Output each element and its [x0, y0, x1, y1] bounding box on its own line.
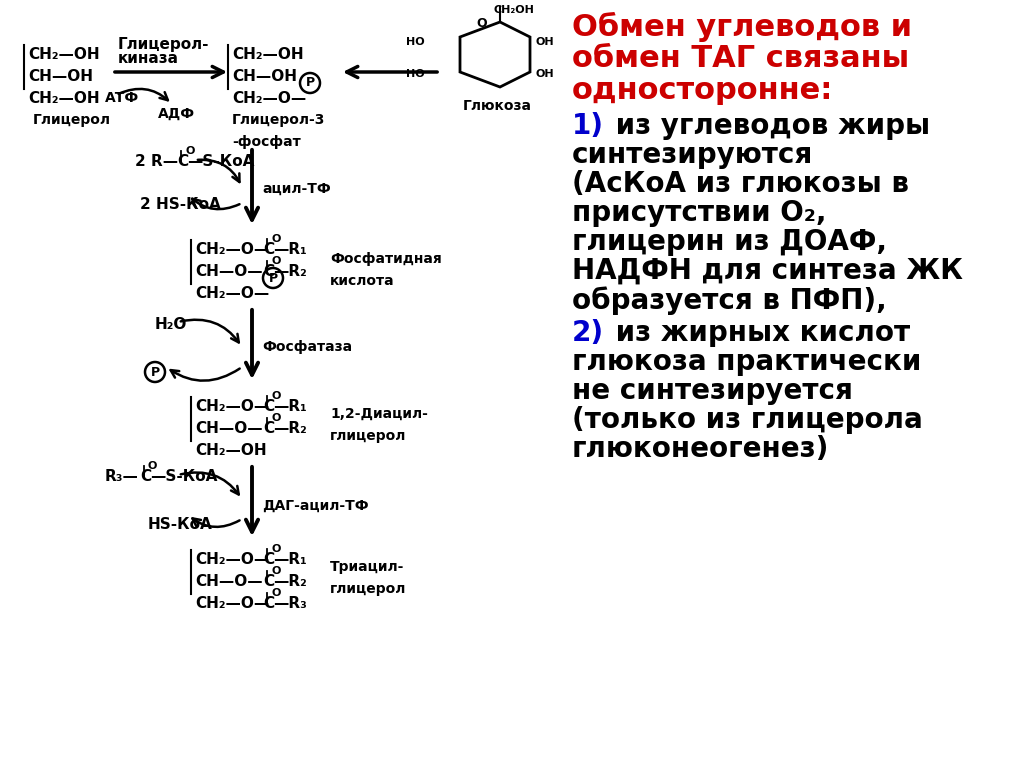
- Text: O: O: [148, 461, 158, 471]
- Text: CH₂—OH: CH₂—OH: [232, 47, 304, 62]
- Text: (АсКоА из глюкозы в: (АсКоА из глюкозы в: [572, 170, 909, 198]
- Text: C: C: [140, 469, 152, 484]
- Text: C: C: [177, 154, 188, 169]
- Text: O: O: [271, 413, 281, 423]
- Text: глицерол: глицерол: [330, 429, 407, 443]
- Text: 1): 1): [572, 112, 604, 140]
- Text: CH—O—: CH—O—: [195, 421, 262, 436]
- Text: P: P: [151, 366, 160, 378]
- Text: НАДФН для синтеза ЖК: НАДФН для синтеза ЖК: [572, 257, 963, 285]
- Text: из углеводов жиры: из углеводов жиры: [606, 112, 930, 140]
- Text: —R₁: —R₁: [273, 242, 307, 257]
- Text: C: C: [263, 552, 274, 567]
- Text: —R₂: —R₂: [273, 421, 307, 436]
- Text: H₂O: H₂O: [155, 317, 187, 332]
- Text: O: O: [271, 256, 281, 266]
- Text: C: C: [263, 596, 274, 611]
- Text: O: O: [271, 588, 281, 598]
- Text: глюконеогенез): глюконеогенез): [572, 435, 829, 463]
- Text: —S-КоА: —S-КоА: [187, 154, 254, 169]
- Text: Фосфатидная: Фосфатидная: [330, 252, 441, 266]
- Text: CH₂—OH: CH₂—OH: [28, 91, 99, 106]
- Text: CH₂—O—: CH₂—O—: [195, 286, 269, 301]
- Text: Обмен углеводов и: Обмен углеводов и: [572, 12, 912, 42]
- Text: —R₂: —R₂: [273, 574, 307, 589]
- Text: CH₂—O—: CH₂—O—: [195, 399, 269, 414]
- Text: глицерин из ДОАФ,: глицерин из ДОАФ,: [572, 228, 887, 256]
- Text: HS-КоА: HS-КоА: [148, 517, 213, 532]
- Text: P: P: [305, 77, 314, 90]
- Text: C: C: [263, 242, 274, 257]
- Text: Глюкоза: Глюкоза: [463, 99, 532, 113]
- Text: CH—O—: CH—O—: [195, 264, 262, 279]
- Text: O: O: [185, 146, 195, 156]
- Text: O: O: [271, 234, 281, 244]
- Text: 2): 2): [572, 319, 604, 347]
- Text: глицерол: глицерол: [330, 582, 407, 596]
- Text: CH—O—: CH—O—: [195, 574, 262, 589]
- Text: C: C: [263, 421, 274, 436]
- Text: глюкоза практически: глюкоза практически: [572, 348, 922, 376]
- Text: ДАГ-ацил-ТФ: ДАГ-ацил-ТФ: [262, 499, 369, 513]
- Text: —R₁: —R₁: [273, 552, 307, 567]
- Text: R₃—: R₃—: [105, 469, 139, 484]
- Text: Глицерол-3: Глицерол-3: [232, 113, 326, 127]
- Text: —R₃: —R₃: [273, 596, 307, 611]
- Text: CH₂—O—: CH₂—O—: [232, 91, 306, 106]
- Text: CH₂—OH: CH₂—OH: [195, 443, 266, 458]
- Text: из жирных кислот: из жирных кислот: [606, 319, 910, 347]
- Text: —R₂: —R₂: [273, 264, 307, 279]
- Text: CH₂—O—: CH₂—O—: [195, 596, 269, 611]
- Text: CH—OH: CH—OH: [232, 69, 297, 84]
- Text: HO: HO: [407, 37, 425, 47]
- Text: P: P: [268, 272, 278, 285]
- Text: обмен ТАГ связаны: обмен ТАГ связаны: [572, 44, 909, 73]
- Text: —S-КоА: —S-КоА: [150, 469, 217, 484]
- Text: односторонне:: односторонне:: [572, 76, 834, 105]
- Text: CH₂—O—: CH₂—O—: [195, 242, 269, 257]
- Text: HO: HO: [407, 69, 425, 79]
- Text: ацил-ТФ: ацил-ТФ: [262, 182, 331, 196]
- Text: C: C: [263, 264, 274, 279]
- Text: образуется в ПФП),: образуется в ПФП),: [572, 286, 887, 314]
- Text: не синтезируется: не синтезируется: [572, 377, 853, 405]
- Text: C: C: [263, 399, 274, 414]
- Text: 2 R—: 2 R—: [135, 154, 178, 169]
- Text: —R₁: —R₁: [273, 399, 307, 414]
- Text: АТФ: АТФ: [105, 91, 139, 105]
- Text: (только из глицерола: (только из глицерола: [572, 406, 923, 434]
- Text: CH₂—OH: CH₂—OH: [28, 47, 99, 62]
- Text: O: O: [271, 544, 281, 554]
- Text: CH—OH: CH—OH: [28, 69, 93, 84]
- Text: присутствии О₂,: присутствии О₂,: [572, 199, 826, 227]
- Text: OH: OH: [535, 37, 554, 47]
- Text: OH: OH: [535, 69, 554, 79]
- Text: -фосфат: -фосфат: [232, 135, 301, 149]
- Text: C: C: [263, 574, 274, 589]
- Text: АДФ: АДФ: [158, 107, 196, 121]
- Text: O: O: [271, 391, 281, 401]
- Text: Глицерол-: Глицерол-: [118, 37, 210, 52]
- Text: O: O: [271, 566, 281, 576]
- Text: Триацил-: Триацил-: [330, 560, 404, 574]
- Text: киназа: киназа: [118, 51, 179, 66]
- Text: Фосфатаза: Фосфатаза: [262, 340, 352, 354]
- Text: 2 HS-КоА: 2 HS-КоА: [140, 197, 221, 212]
- Text: 1,2-Диацил-: 1,2-Диацил-: [330, 407, 428, 421]
- Text: CH₂—O—: CH₂—O—: [195, 552, 269, 567]
- Text: кислота: кислота: [330, 274, 394, 288]
- Text: O: O: [476, 17, 486, 30]
- Text: CH₂OH: CH₂OH: [493, 5, 534, 15]
- Text: Глицерол: Глицерол: [33, 113, 111, 127]
- Text: синтезируются: синтезируются: [572, 141, 813, 169]
